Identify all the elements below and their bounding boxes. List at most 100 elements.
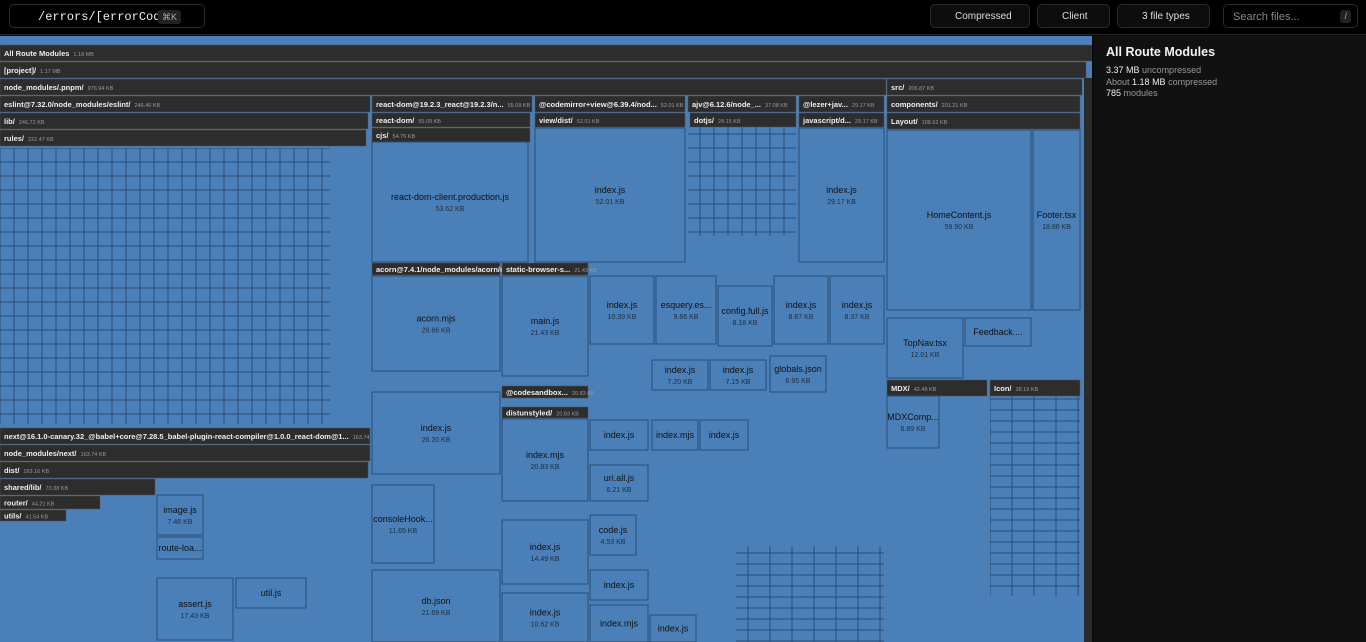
folder-label: @codesandbox... 20.83 KB (506, 388, 595, 397)
module-tile (886, 317, 964, 379)
header-strip (0, 509, 67, 522)
header-strip (0, 427, 371, 445)
module-size: 10.62 KB (531, 622, 560, 629)
sidebar-title: All Route Modules (1106, 45, 1216, 59)
folder-name: static-browser-s... (506, 265, 570, 274)
module-size: 9.66 KB (674, 314, 699, 321)
folder-header: cjs/54.76 KB (371, 127, 531, 143)
folder-name: eslint@7.32.0/node_modules/eslint/ (4, 100, 131, 109)
route-selector[interactable]: /errors/[errorCode] ⌘K (9, 4, 205, 28)
folder-name: All Route Modules (4, 49, 69, 58)
module-size: 6.95 KB (786, 378, 811, 385)
folder-size: 976.94 KB (88, 86, 114, 92)
module-tile (501, 592, 589, 642)
folder-header: lib/246.72 KB (0, 112, 369, 130)
search-input[interactable]: Search files... / (1223, 4, 1358, 28)
header-strip (687, 95, 797, 113)
cell-pattern (688, 126, 796, 236)
scroll-gap (1084, 78, 1092, 642)
folder-name: react-dom@19.2.3_react@19.2.3/n... (376, 100, 504, 109)
folder-name: next@16.1.0-canary.32_@babel+core@7.28.5… (4, 432, 349, 441)
header-strip (0, 461, 369, 479)
module-name: uri.all.js (604, 473, 635, 483)
module-tile (156, 494, 204, 536)
folder-label: node_modules/next/163.74 KB (4, 449, 107, 458)
module-size: 7.46 KB (168, 519, 193, 526)
folder-name: dotjs/ (694, 116, 715, 125)
folder-size: 1.17 MB (40, 69, 61, 75)
header-strip (798, 95, 885, 113)
module-size: 53.62 KB (436, 206, 465, 213)
module-name: code.js (599, 525, 628, 535)
module-tile (886, 129, 1032, 311)
folder-label: components/201.21 KB (891, 100, 968, 109)
header-strip (501, 262, 589, 276)
module-name: index.js (665, 365, 696, 375)
folder-name: utils/ (4, 512, 22, 521)
label: modules (1123, 88, 1158, 98)
folder-label: rules/222.47 KB (4, 134, 54, 143)
header-strip (0, 444, 371, 462)
module-size: 6.89 KB (901, 426, 926, 433)
module-tile (371, 275, 501, 372)
folder-header: node_modules/next/163.74 KB (0, 444, 371, 462)
module-tile (371, 569, 501, 642)
search-placeholder: Search files... (1233, 11, 1300, 23)
folder-name: shared/lib/ (4, 483, 42, 492)
module-tile (156, 577, 234, 641)
folder-name: view/dist/ (539, 116, 574, 125)
folder-label: @lezer+jav... 29.17 KB (803, 100, 875, 109)
folder-size: 42.48 KB (914, 387, 937, 393)
module-name: index.js (607, 300, 638, 310)
module-name: main.js (531, 316, 560, 326)
header-strip (886, 78, 1083, 96)
module-tile (501, 519, 589, 585)
folder-label: Icon/38.19 KB (994, 384, 1038, 393)
folder-size: 54.76 KB (393, 134, 416, 140)
module-tile (589, 419, 649, 451)
module-size: 21.43 KB (531, 330, 560, 337)
header-strip (371, 95, 533, 113)
folder-label: MDX/42.48 KB (891, 384, 937, 393)
folder-name: cjs/ (376, 131, 389, 140)
folder-size: 52.01 KB (661, 103, 684, 109)
folder-size: 55.09 KB (418, 119, 441, 125)
folder-name: src/ (891, 83, 905, 92)
module-tile (501, 418, 589, 502)
folder-label: ajv@6.12.6/node_... 37.08 KB (692, 100, 788, 109)
header-strip (371, 112, 531, 128)
module-name: index.js (658, 624, 689, 634)
folder-name: rules/ (4, 134, 25, 143)
module-name: index.js (595, 185, 626, 195)
file-type-button[interactable]: 3 file types (1117, 4, 1210, 28)
module-name: assert.js (178, 599, 212, 609)
module-name: index.js (421, 423, 452, 433)
folder-size: 206.87 KB (908, 86, 934, 92)
module-name: index.js (723, 365, 754, 375)
folder-header: components/201.21 KB (886, 95, 1081, 113)
module-size: 29.17 KB (827, 199, 856, 206)
header-strip (0, 61, 1087, 79)
module-size: 12.01 KB (911, 352, 940, 359)
compression-button[interactable]: Compressed (930, 4, 1030, 28)
treemap: All Route Modules 1.18 MB [project]/1.17 M… (0, 36, 1092, 642)
folder-name: @codemirror+view@6.39.4/nod... (539, 100, 657, 109)
folder-name: react-dom/ (376, 116, 415, 125)
module-tile (798, 127, 885, 263)
module-name: Feedback.... (973, 327, 1023, 337)
module-size: 59.90 KB (945, 224, 974, 231)
module-name: index.js (604, 580, 635, 590)
module-size: 7.20 KB (668, 379, 693, 386)
environment-button[interactable]: Client (1037, 4, 1110, 28)
folder-name: javascript/d... (802, 116, 851, 125)
folder-size: 38.19 KB (1016, 387, 1039, 393)
module-name: index.js (530, 608, 561, 618)
folder-size: 201.21 KB (942, 103, 968, 109)
module-size: 26.20 KB (422, 437, 451, 444)
header-strip (0, 495, 101, 510)
module-name: acorn.mjs (416, 314, 456, 324)
compressed-line: About 1.18 MB compressed (1106, 77, 1217, 87)
module-tile (964, 317, 1032, 347)
folder-header: view/dist/52.01 KB (534, 112, 686, 128)
header-strip (689, 112, 797, 128)
